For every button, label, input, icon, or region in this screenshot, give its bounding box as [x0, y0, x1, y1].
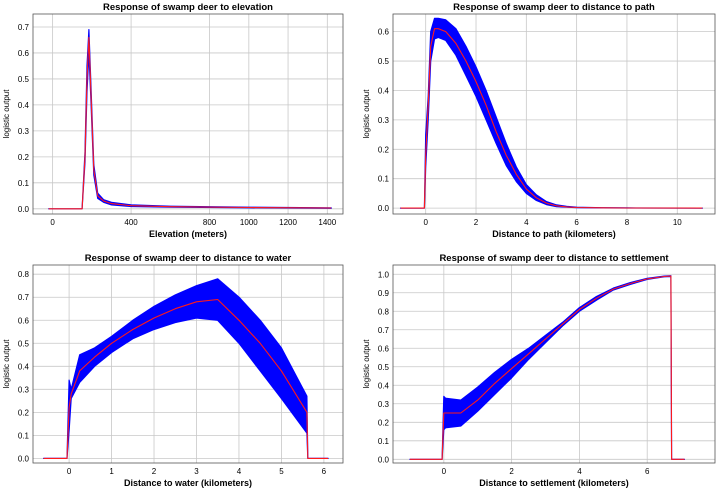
x-tick-label: 1400	[318, 218, 336, 227]
y-tick-label: 0.3	[18, 127, 30, 136]
x-axis-label: Distance to path (kilometers)	[492, 229, 616, 239]
y-tick-label: 0.1	[18, 431, 30, 440]
y-tick-label: 0.2	[18, 408, 30, 417]
x-tick-label: 0	[50, 218, 55, 227]
x-tick-label: 0	[67, 467, 72, 476]
mean-response-line	[409, 275, 685, 460]
chart-title: Response of swamp deer to distance to wa…	[85, 253, 292, 264]
x-axis-label: Elevation (meters)	[149, 229, 227, 239]
y-tick-label: 0.0	[378, 204, 390, 213]
y-tick-label: 0.7	[378, 326, 390, 335]
y-tick-label: 0.8	[378, 307, 390, 316]
y-tick-label: 0.4	[18, 101, 30, 110]
plot-frame	[392, 264, 716, 464]
elevation-response-panel: 0 400 800 1000 1200 1400 0.0 0.1 0.2 0.3 0.4 0.5 0.6…	[2, 2, 344, 239]
confidence-band	[399, 17, 703, 209]
y-tick-label: 0.8	[18, 270, 30, 279]
distance-to-path-response-panel: 0 2 4 6 8 10 0.0 0.1 0.2 0.3 0.4 0.5 0.6 Response of …	[362, 2, 716, 239]
y-tick-label: 0.4	[18, 362, 30, 371]
confidence-band	[48, 29, 332, 210]
y-tick-label: 0.5	[18, 339, 30, 348]
y-tick-label: 0.6	[18, 316, 30, 325]
x-tick-label: 1200	[279, 218, 297, 227]
x-tick-label: 800	[203, 218, 217, 227]
y-tick-label: 0.4	[378, 86, 390, 95]
y-tick-label: 0.0	[378, 455, 390, 464]
y-tick-label: 0.1	[378, 175, 390, 184]
x-tick-label: 1000	[240, 218, 258, 227]
y-tick-label: 0.1	[18, 179, 30, 188]
y-tick-label: 0.3	[18, 385, 30, 394]
y-axis-label: logistic output	[362, 339, 371, 389]
y-tick-label: 0.2	[18, 153, 30, 162]
plot-area: 0 2 4 6 8 10 0.0 0.1 0.2 0.3 0.4 0.5 0.6	[378, 13, 716, 227]
plot-frame	[32, 264, 344, 464]
y-tick-label: 0.5	[378, 363, 390, 372]
x-tick-label: 8	[625, 218, 630, 227]
x-tick-label: 0	[442, 467, 447, 476]
x-tick-label: 6	[574, 218, 579, 227]
y-tick-label: 0.6	[378, 344, 390, 353]
y-axis-label: logistic output	[2, 339, 11, 389]
y-tick-label: 0.7	[18, 23, 30, 32]
distance-to-water-response-panel: 0 1 2 3 4 5 6 0.0 0.1 0.2 0.3 0.4 0.5 0.6 0.7 0.8 Respon…	[2, 253, 344, 488]
y-tick-label: 0.3	[378, 400, 390, 409]
confidence-band	[409, 275, 686, 460]
plot-area: 0 2 4 6 0.0 0.1 0.2 0.3 0.4 0.5 0.6 0.7 0.8 0.9 1.0	[378, 264, 716, 476]
y-tick-label: 0.9	[378, 289, 390, 298]
x-tick-label: 2	[152, 467, 157, 476]
x-tick-label: 6	[322, 467, 327, 476]
y-tick-label: 0.5	[378, 57, 390, 66]
y-tick-label: 0.5	[18, 75, 30, 84]
x-tick-label: 4	[524, 218, 529, 227]
y-tick-label: 0.3	[378, 116, 390, 125]
chart-title: Response of swamp deer to distance to pa…	[453, 2, 655, 13]
y-tick-label: 0.1	[378, 437, 390, 446]
chart-title: Response of swamp deer to distance to se…	[439, 253, 669, 264]
y-axis-label: logistic output	[362, 89, 371, 139]
plot-area: 0 400 800 1000 1200 1400 0.0 0.1 0.2 0.3 0.4 0.5 0.6…	[18, 13, 344, 227]
x-tick-label: 5	[279, 467, 284, 476]
y-tick-label: 0.6	[378, 28, 390, 37]
plot-frame	[392, 13, 716, 215]
x-axis-label: Distance to water (kilometers)	[124, 478, 252, 488]
y-tick-label: 0.2	[378, 145, 390, 154]
y-tick-label: 0.7	[18, 293, 30, 302]
x-axis-label: Distance to settlement (kilometers)	[479, 478, 629, 488]
plot-area: 0 1 2 3 4 5 6 0.0 0.1 0.2 0.3 0.4 0.5 0.6 0.7 0.8	[18, 264, 344, 476]
distance-to-settlement-response-panel: 0 2 4 6 0.0 0.1 0.2 0.3 0.4 0.5 0.6 0.7 0.8 0.9 1.0 Res…	[362, 253, 716, 488]
x-tick-label: 3	[194, 467, 199, 476]
y-axis-label: logistic output	[2, 89, 11, 139]
y-tick-label: 0.2	[378, 418, 390, 427]
x-tick-label: 2	[474, 218, 479, 227]
plot-frame	[32, 13, 344, 215]
y-tick-label: 1.0	[378, 270, 390, 279]
x-tick-label: 400	[124, 218, 138, 227]
x-tick-label: 6	[645, 467, 650, 476]
y-tick-label: 0.6	[18, 49, 30, 58]
y-tick-label: 0.0	[18, 454, 30, 463]
x-tick-label: 4	[577, 467, 582, 476]
mean-response-line	[48, 36, 332, 210]
mean-response-line	[43, 298, 329, 459]
y-tick-label: 0.4	[378, 381, 390, 390]
x-tick-label: 0	[423, 218, 428, 227]
x-tick-label: 1	[109, 467, 114, 476]
mean-response-line	[400, 28, 703, 209]
x-tick-label: 10	[673, 218, 682, 227]
x-tick-label: 2	[509, 467, 514, 476]
chart-title: Response of swamp deer to elevation	[103, 2, 273, 13]
x-tick-label: 4	[237, 467, 242, 476]
y-tick-label: 0.0	[18, 205, 30, 214]
